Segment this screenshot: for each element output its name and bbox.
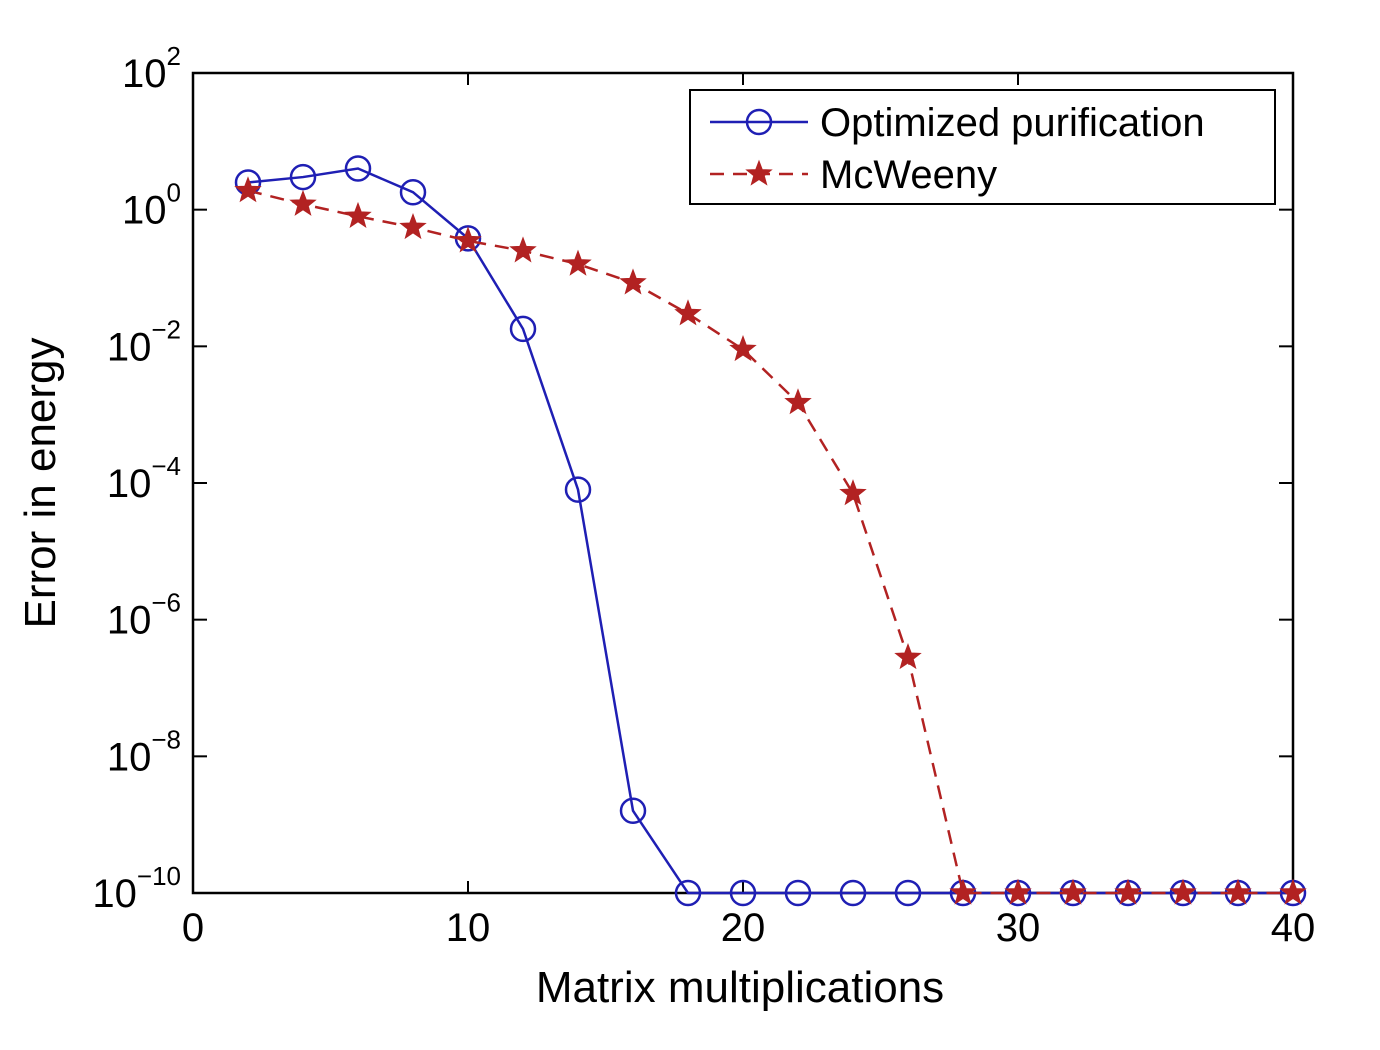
data-point: [289, 163, 317, 191]
series-layer: [234, 155, 1307, 907]
data-point: [344, 201, 372, 228]
y-tick-base: 10: [122, 52, 167, 96]
y-tick-exponent: 2: [167, 41, 181, 71]
y-tick-label: 10−4: [107, 451, 181, 506]
legend-marker: [745, 108, 773, 136]
legend-entry: Optimized purification: [710, 101, 1205, 145]
data-point: [234, 176, 262, 203]
data-point: [1004, 878, 1032, 905]
data-point: [1169, 878, 1197, 905]
data-point: [729, 879, 757, 907]
y-tick-base: 10: [122, 189, 167, 233]
y-tick-base: 10: [107, 735, 152, 779]
x-tick-label: 40: [1271, 906, 1316, 950]
data-point: [509, 315, 537, 343]
y-tick-label: 10−10: [92, 861, 181, 916]
data-point: [1224, 878, 1252, 905]
data-point: [674, 879, 702, 907]
data-point: [674, 299, 702, 326]
y-tick-exponent: −8: [151, 724, 181, 754]
y-tick-base: 10: [107, 599, 152, 643]
x-tick-label: 20: [721, 906, 766, 950]
y-tick-base: 10: [107, 325, 152, 369]
y-tick-label: 100: [122, 178, 181, 233]
data-point: [454, 226, 482, 253]
y-tick-base: 10: [107, 462, 152, 506]
data-point: [894, 643, 922, 670]
y-axis-title: Error in energy: [16, 337, 65, 628]
legend-label: McWeeny: [820, 153, 997, 197]
y-tick-label: 10−6: [107, 588, 181, 643]
data-point: [729, 335, 757, 362]
data-point: [564, 249, 592, 276]
legend-entry: McWeeny: [710, 153, 997, 197]
legend: Optimized purification McWeeny: [689, 89, 1276, 205]
y-tick-exponent: 0: [167, 178, 181, 208]
y-tick-exponent: −4: [151, 451, 181, 481]
x-axis-ticks: 0 10 20 30 40: [182, 73, 1315, 950]
y-tick-label: 102: [122, 41, 181, 96]
data-point: [949, 878, 977, 905]
legend-label: Optimized purification: [820, 101, 1205, 145]
y-tick-exponent: −6: [151, 588, 181, 618]
data-point: [289, 189, 317, 216]
data-point: [399, 212, 427, 240]
x-tick-label: 30: [996, 906, 1041, 950]
x-tick-label: 10: [446, 906, 491, 950]
data-point: [619, 797, 647, 824]
data-point: [784, 388, 812, 415]
y-tick-label: 10−8: [107, 724, 181, 779]
y-tick-label: 10−2: [107, 314, 181, 369]
data-point: [784, 879, 812, 907]
data-point: [1114, 878, 1142, 905]
data-point: [1279, 878, 1307, 905]
y-tick-base: 10: [92, 872, 137, 916]
x-tick-label: 0: [182, 906, 204, 950]
data-point: [1059, 878, 1087, 905]
x-axis-title: Matrix multiplications: [536, 963, 944, 1012]
y-tick-exponent: −2: [151, 314, 181, 344]
series-line: [247, 189, 1293, 895]
data-point: [399, 178, 427, 206]
plot-area: [191, 71, 1295, 895]
data-point: [564, 476, 592, 503]
legend-box: [689, 89, 1276, 205]
data-point: [839, 479, 867, 506]
data-point: [509, 236, 537, 263]
data-point: [894, 879, 922, 907]
data-point: [839, 879, 867, 907]
data-point: [619, 268, 647, 295]
y-tick-exponent: −10: [137, 861, 181, 891]
series-mcweeny: [234, 176, 1307, 905]
data-point: [344, 155, 372, 182]
legend-marker: [745, 159, 773, 186]
